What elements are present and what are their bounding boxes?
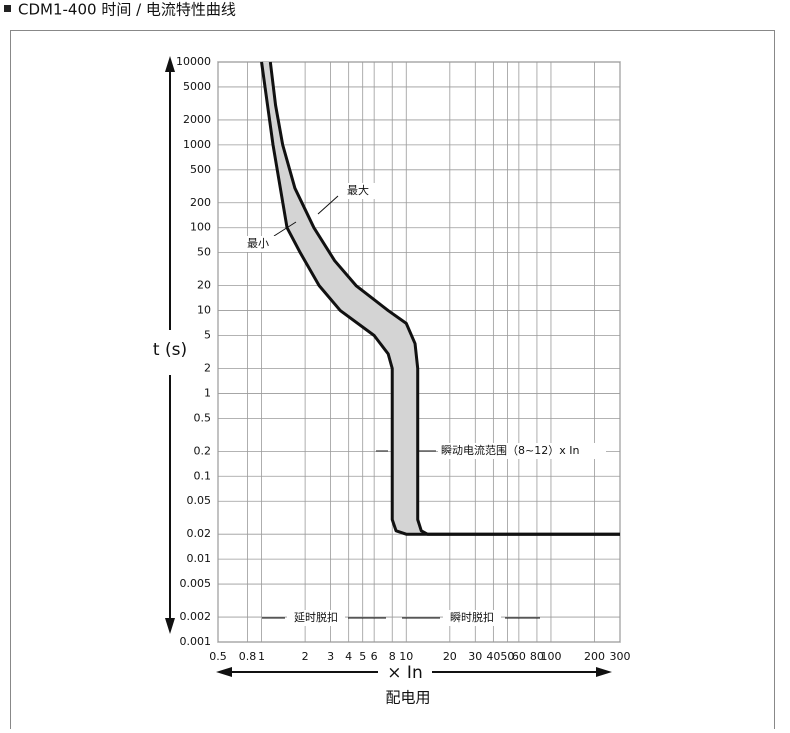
x-tick-label: 10 [399,650,413,663]
y-tick-label: 0.1 [194,469,212,482]
y-tick-label: 200 [190,196,211,209]
x-tick-label: 300 [610,650,631,663]
y-tick-label: 0.05 [187,494,212,507]
y-tick-label: 0.5 [194,411,212,424]
plot [260,61,620,536]
y-axis-label: t (s) [153,340,187,360]
annotation: 瞬时脱扣 [450,610,494,624]
x-tick-label: 20 [443,650,457,663]
x-tick-label: 3 [327,650,334,663]
arrow-head [165,618,175,634]
arrow-head [596,667,612,677]
band-fill [261,62,620,535]
label-bg [340,183,376,199]
annotation: 瞬动电流范围（8~12）x In [441,443,579,457]
series-label: 最小 [247,237,269,250]
x-tick-label: 40 [486,650,500,663]
label-bg [438,443,606,459]
y-tick-label: 1 [204,386,211,399]
x-tick-label: 200 [584,650,605,663]
x-tick-label: 2 [302,650,309,663]
series-label: 最大 [347,183,369,197]
x-tick-label: 100 [540,650,561,663]
y-tick-label: 2 [204,361,211,374]
y-tick-label: 2000 [183,113,211,126]
y-tick-label: 10 [197,304,211,317]
y-tick-label: 100 [190,221,211,234]
x-tick-label: 0.8 [239,650,257,663]
y-tick-label: 1000 [183,138,211,151]
x-axis-label: × In [387,663,422,683]
arrow-head [216,667,232,677]
y-tick-label: 0.01 [187,552,212,565]
y-tick-label: 5 [204,329,211,342]
leader [273,221,297,237]
y-tick-label: 0.005 [180,577,212,590]
arrow-head [165,56,175,72]
x-tick-label: 50 [500,650,514,663]
x-tick-label: 30 [468,650,482,663]
series-line [268,61,620,536]
y-tick-label: 10000 [176,55,211,68]
x-tick-label: 8 [389,650,396,663]
x-tick-label: 1 [258,650,265,663]
label-bg [287,610,345,626]
label-bg [443,610,501,626]
y-tick-label: 0.002 [180,610,212,623]
x-tick-label: 0.5 [209,650,227,663]
title-bullet [4,5,11,12]
callouts: 最大 最小 瞬动电流范围（8~12）x In 延时脱扣 瞬时脱扣 [240,183,606,626]
y-tick-label: 5000 [183,80,211,93]
y-tick-label: 0.2 [194,444,212,457]
y-tick-label: 0.02 [187,527,212,540]
y-tick-label: 20 [197,279,211,292]
x-tick-label: 60 [512,650,526,663]
y-tick-label: 50 [197,246,211,259]
chart-title: CDM1-400 时间 / 电流特性曲线 [18,1,236,19]
x-tick-label: 5 [359,650,366,663]
frame [10,30,775,733]
y-tick-label: 500 [190,163,211,176]
y-tick-label: 0.001 [180,635,212,648]
series-line [260,61,620,536]
x-tick-label: 80 [530,650,544,663]
leader [317,195,339,215]
annotation: 延时脱扣 [294,610,338,624]
label-bg [240,236,276,252]
x-tick-label: 6 [371,650,378,663]
x-tick-label: 4 [345,650,352,663]
subtitle: 配电用 [385,689,430,707]
